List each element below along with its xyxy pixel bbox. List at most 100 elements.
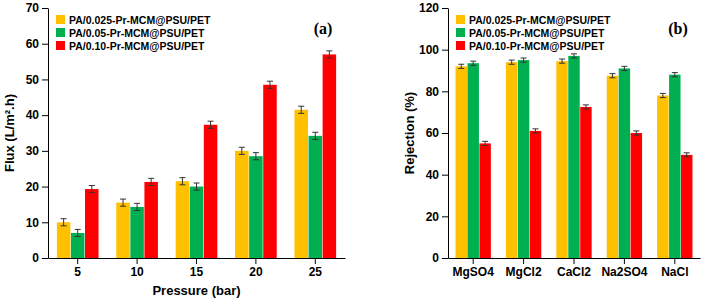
error-bar (312, 132, 318, 139)
error-line (196, 183, 197, 190)
tick-mark (624, 258, 625, 264)
error-bar (239, 147, 245, 154)
error-cap (521, 58, 527, 59)
bar (263, 85, 277, 258)
tick-label: 20 (426, 210, 440, 224)
tick-label: 80 (426, 85, 440, 99)
bar (556, 61, 567, 258)
error-cap (134, 210, 140, 211)
error-bar (298, 106, 304, 113)
bar (456, 66, 467, 258)
error-bar (533, 129, 539, 133)
tick-label: 15 (190, 265, 204, 279)
error-cap (179, 184, 185, 185)
error-cap (267, 81, 273, 82)
error-line (91, 186, 92, 193)
legend-item: PA/0.05-Pr-MCM@PSU/PET (456, 27, 605, 39)
legend-label: PA/0.05-Pr-MCM@PSU/PET (69, 27, 205, 39)
x-axis: MgSO4MgCl2CaCl2Na2SO4NaCl (449, 258, 701, 279)
tick-mark (574, 258, 575, 264)
error-line (585, 105, 586, 109)
tick: 15 (190, 258, 204, 279)
error-bar (559, 59, 565, 63)
error-bar (208, 121, 214, 128)
tick-label: 0 (32, 251, 39, 265)
tick-mark (523, 258, 524, 264)
bar (190, 187, 204, 258)
axis-line (448, 9, 449, 259)
tick-mark (442, 216, 448, 217)
bar (176, 181, 190, 258)
tick-mark (196, 258, 197, 264)
series (456, 59, 669, 258)
error-cap (208, 128, 214, 129)
tick-label: Na2SO4 (601, 265, 647, 279)
tick: 70 (26, 1, 48, 15)
tick-mark (42, 222, 48, 223)
bar (204, 125, 218, 258)
tick: 80 (426, 85, 448, 99)
error-bar (521, 58, 527, 62)
tick-label: 120 (419, 1, 439, 15)
tick: Na2SO4 (601, 258, 647, 279)
figure: 010203040506070510152025Flux (L/m².h)Pre… (0, 0, 709, 300)
error-cap (89, 192, 95, 193)
tick-label: 50 (26, 73, 40, 87)
tick-mark (442, 175, 448, 176)
bar (309, 136, 323, 258)
tick-label: 40 (426, 168, 440, 182)
y-axis-title: Rejection (%) (402, 92, 417, 174)
legend-item: PA/0.025-Pr-MCM@PSU/PET (456, 14, 611, 26)
error-cap (298, 106, 304, 107)
tick-label: NaCl (661, 265, 688, 279)
bar (631, 133, 642, 258)
error-line (77, 229, 78, 236)
bar (506, 62, 517, 258)
tick: 60 (26, 37, 48, 51)
error-cap (148, 178, 154, 179)
legend: PA/0.025-Pr-MCM@PSU/PETPA/0.05-Pr-MCM@PS… (56, 14, 211, 52)
tick: 30 (26, 144, 48, 158)
legend-swatch (456, 28, 465, 37)
tick-mark (137, 258, 138, 264)
tick: 10 (26, 216, 48, 230)
axis-line (48, 9, 49, 259)
error-bar (621, 66, 627, 70)
tick: 0 (432, 251, 448, 265)
tick-label: MgCl2 (506, 265, 542, 279)
error-line (612, 74, 613, 78)
error-cap (120, 199, 126, 200)
error-cap (134, 203, 140, 204)
tick-label: 70 (26, 1, 40, 15)
error-cap (609, 73, 615, 74)
error-bar (89, 186, 95, 193)
tick-mark (442, 91, 448, 92)
error-cap (672, 76, 678, 77)
error-bar (571, 54, 577, 58)
tick-mark (315, 258, 316, 264)
bar (681, 155, 692, 258)
x-axis-title: Pressure (bar) (152, 283, 240, 298)
tick: 0 (32, 251, 48, 265)
bar (130, 207, 144, 258)
tick-mark (77, 258, 78, 264)
x-axis: 510152025 (49, 258, 346, 279)
error-cap (89, 185, 95, 186)
error-cap (194, 183, 200, 184)
error-bar (609, 74, 615, 78)
error-cap (326, 50, 332, 51)
series (479, 105, 692, 258)
error-line (562, 59, 563, 63)
tick-mark (442, 133, 448, 134)
error-bar (482, 141, 488, 145)
bar (235, 151, 249, 258)
legend-swatch (456, 41, 465, 50)
legend-item: PA/0.10-Pr-MCM@PSU/PET (56, 40, 205, 52)
error-bar (684, 153, 690, 157)
error-bar (134, 203, 140, 210)
error-cap (482, 141, 488, 142)
tick-mark (42, 115, 48, 116)
error-cap (298, 113, 304, 114)
legend-label: PA/0.05-Pr-MCM@PSU/PET (469, 27, 605, 39)
bar (323, 54, 337, 258)
